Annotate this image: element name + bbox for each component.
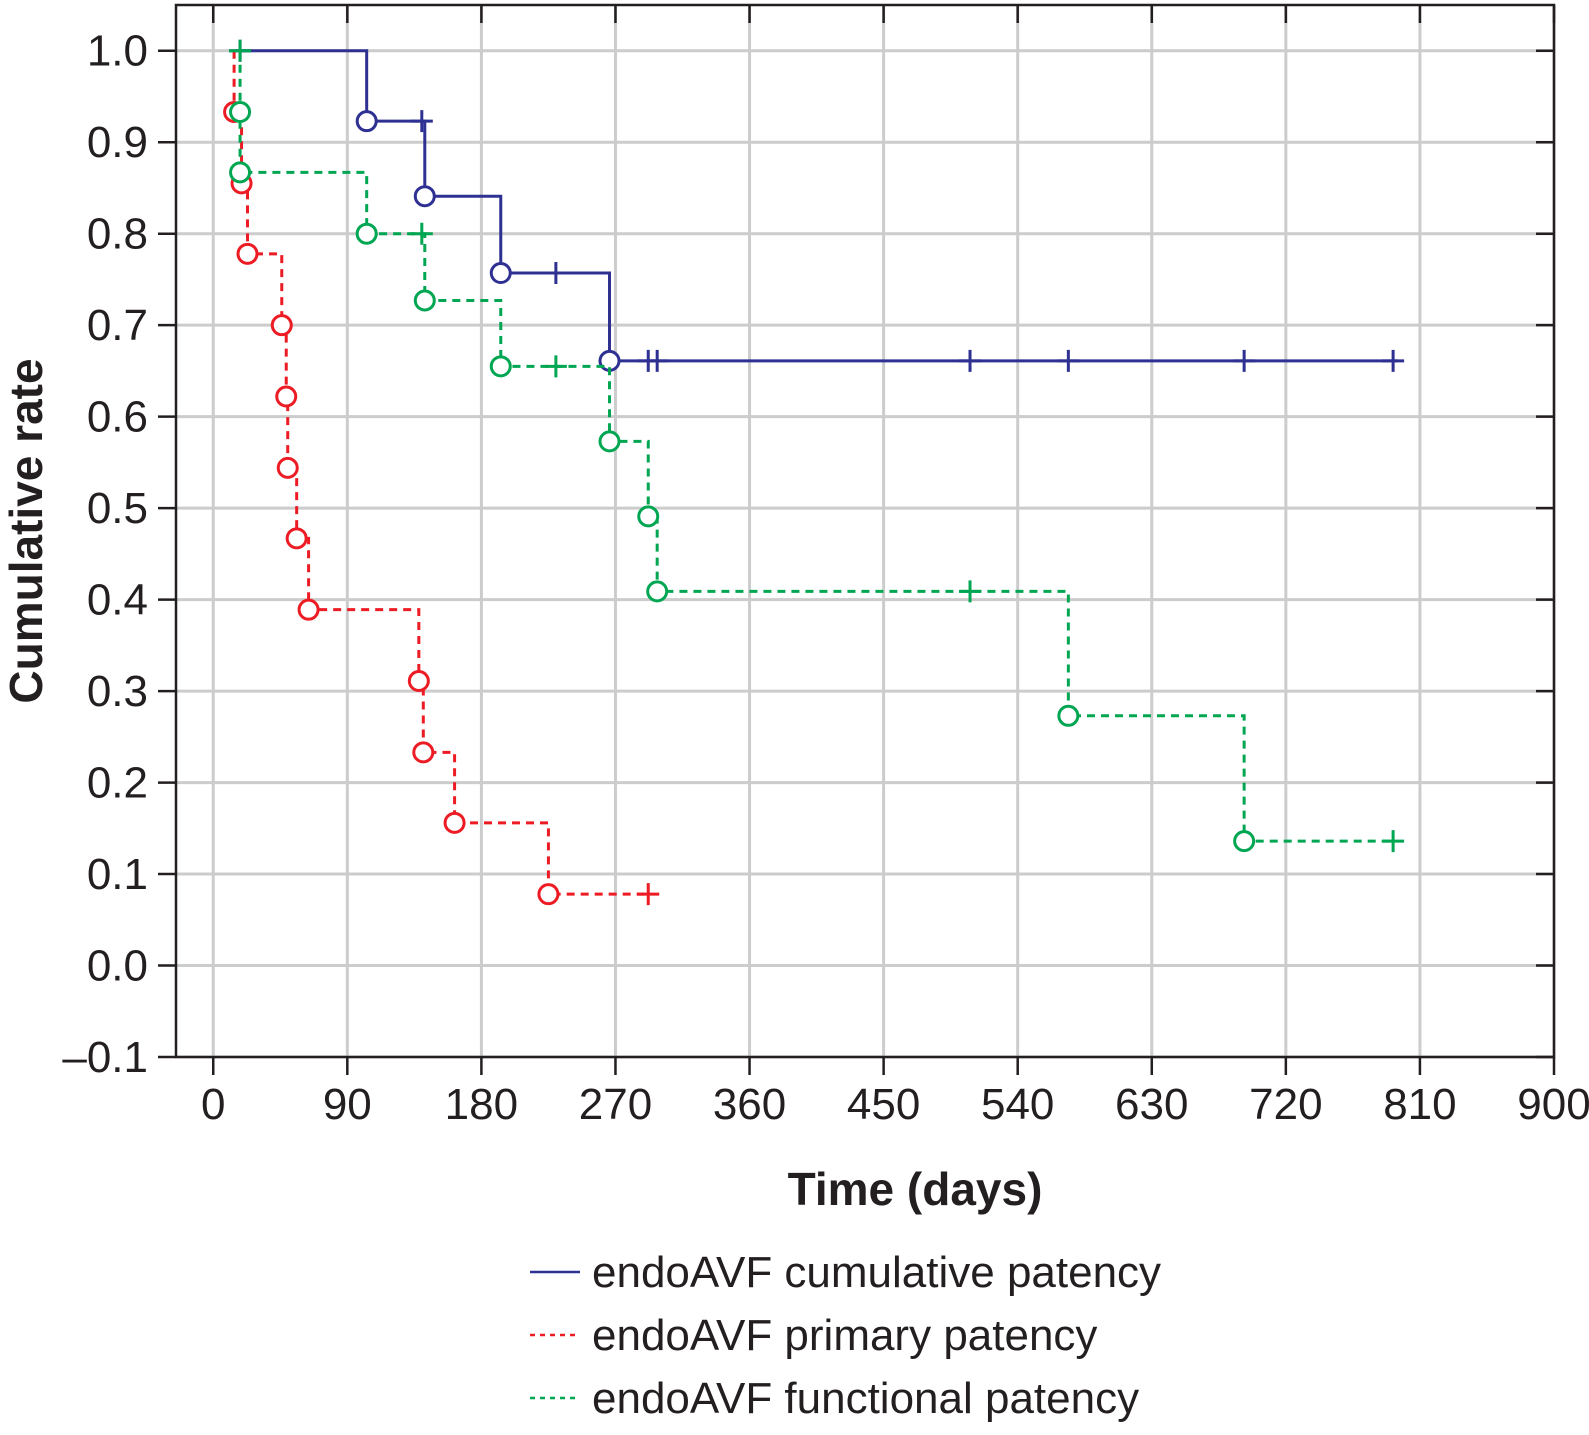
y-tick-label-6: 0.5 [87,484,148,533]
series-1-event-7 [297,598,320,621]
x-tick-label-10: 900 [1517,1080,1589,1129]
y-tick-label-5: 0.4 [87,576,148,625]
series-0-line [240,49,1398,363]
x-tick-label-7: 630 [1115,1080,1188,1129]
series-0 [229,39,1405,372]
series-1-event-2 [236,242,259,265]
series-2-event-4 [489,355,512,378]
series-2-censor-3 [959,580,982,603]
series-2-event-3 [413,289,436,312]
x-tick-label-6: 540 [981,1080,1054,1129]
series-1-event-11 [537,883,560,906]
series-0-censor-8 [1382,349,1405,372]
series-2-censor-1 [410,222,433,245]
legend-label-2: endoAVF functional patency [592,1374,1139,1423]
series-2-line [238,50,1394,843]
series-0-censor-6 [1057,349,1080,372]
y-tick-label-1: 0.0 [87,942,148,991]
x-axis-title: Time (days) [788,1163,1043,1215]
series-1-event-6 [285,527,308,550]
grid-layer [176,5,1556,1059]
series-1-event-9 [412,741,435,764]
series-2-event-7 [646,580,669,603]
series-2-event-6 [637,505,660,528]
y-tick-label-2: 0.1 [87,850,148,899]
x-tick-label-9: 810 [1383,1080,1456,1129]
series-2-event-2 [355,222,378,245]
series-2-event-9 [1233,830,1256,853]
series-layer [223,39,1405,906]
series-1-event-5 [276,456,299,479]
x-tick-label-4: 360 [713,1080,786,1129]
series-1-event-3 [270,314,293,337]
plot-frame [174,3,1556,1059]
series-0-event-0 [355,110,378,133]
legend-label-1: endoAVF primary patency [592,1311,1097,1360]
x-tick-label-2: 180 [445,1080,518,1129]
series-0-censor-2 [544,262,567,285]
series-2 [229,39,1405,853]
series-2-censor-4 [1382,830,1405,853]
legend-layer: endoAVF cumulative patency endoAVF primar… [530,1248,1161,1423]
legend-item-0: endoAVF cumulative patency [530,1248,1161,1297]
series-1-event-10 [443,811,466,834]
series-0-event-2 [489,262,512,285]
series-0-censor-1 [410,110,433,133]
x-tick-label-5: 450 [847,1080,920,1129]
series-0-event-1 [413,185,436,208]
legend-item-1: endoAVF primary patency [530,1311,1097,1360]
y-tick-label-9: 0.8 [87,210,148,259]
series-2-censor-0 [229,39,252,62]
legend-label-0: endoAVF cumulative patency [592,1248,1161,1297]
x-tick-label-8: 720 [1249,1080,1322,1129]
y-tick-label-7: 0.6 [87,393,148,442]
series-2-censor-2 [544,355,567,378]
legend-item-2: endoAVF functional patency [530,1374,1139,1423]
series-0-censor-5 [959,349,982,372]
y-tick-label-11: 1.0 [87,27,148,76]
series-1-event-4 [275,385,298,408]
axes-layer: 0 90 180 270 360 450 540 630 720 810 900 –0.1 0.0 0.1… [0,3,1589,1215]
series-2-event-5 [598,430,621,453]
series-0-censor-7 [1233,349,1256,372]
series-2-event-0 [229,101,252,124]
series-2-event-8 [1057,704,1080,727]
x-tick-label-3: 270 [579,1080,652,1129]
series-1-event-8 [407,670,430,693]
y-tick-label-4: 0.3 [87,667,148,716]
y-axis-title: Cumulative rate [0,358,52,703]
y-tick-label-3: 0.2 [87,759,148,808]
y-tick-label-10: 0.9 [87,118,148,167]
series-0-censor-4 [646,349,669,372]
x-tick-label-0: 0 [201,1080,225,1129]
y-tick-label-8: 0.7 [87,301,148,350]
series-1-censor-0 [637,883,660,906]
x-tick-label-1: 90 [323,1080,372,1129]
y-tick-label-0: –0.1 [62,1033,148,1082]
series-2-event-1 [229,161,252,184]
series-1 [223,50,660,906]
